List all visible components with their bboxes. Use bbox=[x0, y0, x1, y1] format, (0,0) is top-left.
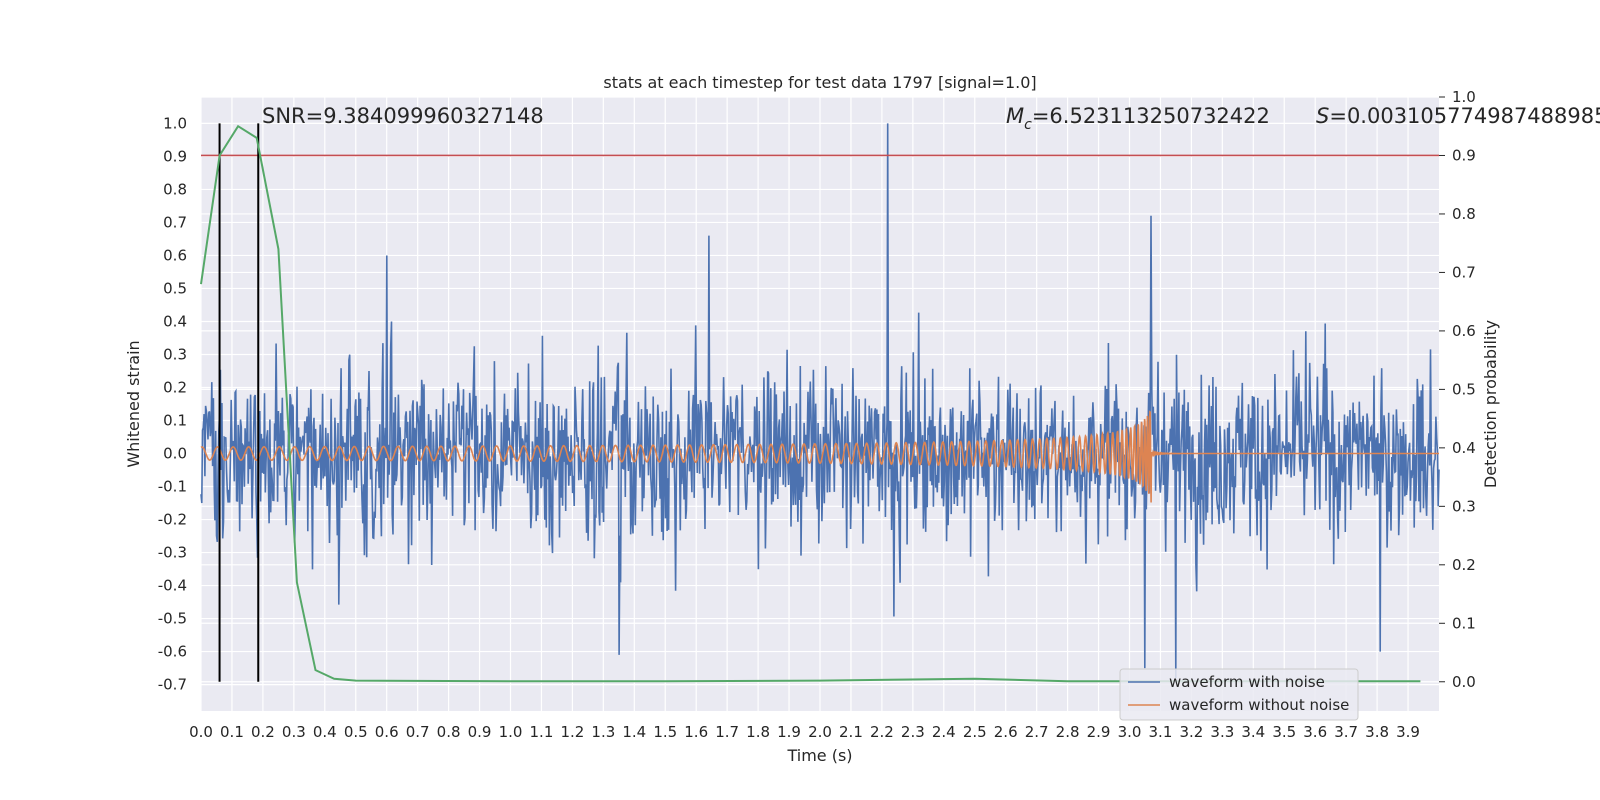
y-tick-label: 0.1 bbox=[163, 412, 187, 430]
y-tick-label: -0.7 bbox=[158, 676, 187, 694]
x-tick-label: 1.1 bbox=[530, 723, 554, 741]
chirp-mass-symbol: M bbox=[1006, 104, 1024, 128]
x-tick-label: 1.6 bbox=[684, 723, 708, 741]
x-tick-label: 1.5 bbox=[653, 723, 677, 741]
x-tick-label: 1.7 bbox=[715, 723, 739, 741]
x-tick-label: 0.7 bbox=[406, 723, 430, 741]
y-tick-label: 0.7 bbox=[163, 213, 187, 231]
x-tick-label: 2.9 bbox=[1087, 723, 1111, 741]
y-tick-label: 0.3 bbox=[163, 345, 187, 363]
y-tick-label: -0.1 bbox=[158, 478, 187, 496]
y-tick-label: -0.4 bbox=[158, 577, 187, 595]
s-annotation: S=0.003105774987488985 bbox=[1316, 104, 1600, 128]
overlays bbox=[200, 123, 1439, 683]
s-value: =0.003105774987488985 bbox=[1329, 104, 1600, 128]
y-tick-label-right: 1.0 bbox=[1452, 88, 1476, 106]
y-axis-label: Whitened strain bbox=[124, 340, 143, 467]
y-tick-label: -0.5 bbox=[158, 610, 187, 628]
y-tick-label-right: 0.7 bbox=[1452, 263, 1476, 281]
x-tick-label: 3.8 bbox=[1365, 723, 1389, 741]
y-tick-label-right: 0.0 bbox=[1452, 673, 1476, 691]
legend-box bbox=[1119, 668, 1359, 721]
y-tick-label: -0.2 bbox=[158, 511, 187, 529]
series-line-waveform-with-noise bbox=[200, 123, 1440, 679]
x-tick-label: 2.5 bbox=[963, 723, 987, 741]
x-tick-label: 2.3 bbox=[901, 723, 925, 741]
x-tick-label: 3.5 bbox=[1272, 723, 1296, 741]
chart-title: stats at each timestep for test data 179… bbox=[603, 73, 1036, 92]
x-tick-label: 3.1 bbox=[1149, 723, 1173, 741]
series-waveform-with-noise bbox=[200, 123, 1440, 679]
legend-label-clean: waveform without noise bbox=[1169, 696, 1349, 714]
snr-annotation: SNR=9.384099960327148 bbox=[262, 104, 544, 128]
x-tick-label: 0.5 bbox=[344, 723, 368, 741]
x-tick-label: 3.6 bbox=[1303, 723, 1327, 741]
x-tick-label: 1.4 bbox=[622, 723, 646, 741]
y-tick-label-right: 0.1 bbox=[1452, 614, 1476, 632]
ticks: 0.0 0.1 0.2 0.3 0.4 0.5 0.6 0.7 0.8 0.9 1.0 1.1 1.2 1… bbox=[158, 88, 1476, 741]
x-tick-label: 3.4 bbox=[1241, 723, 1265, 741]
x-tick-label: 0.9 bbox=[468, 723, 492, 741]
x-tick-label: 2.8 bbox=[1056, 723, 1080, 741]
x-tick-label: 0.1 bbox=[220, 723, 244, 741]
y-tick-label: 0.8 bbox=[163, 180, 187, 198]
y-tick-label-right: 0.3 bbox=[1452, 497, 1476, 515]
y-tick-label: 0.2 bbox=[163, 378, 187, 396]
x-tick-label: 0.6 bbox=[375, 723, 399, 741]
x-axis-label: Time (s) bbox=[786, 746, 852, 765]
y-tick-label: 0.5 bbox=[163, 279, 187, 297]
s-symbol: S bbox=[1316, 104, 1329, 128]
chirp-mass-value: =6.523113250732422 bbox=[1032, 104, 1270, 128]
x-tick-label: 3.3 bbox=[1210, 723, 1234, 741]
y-tick-label: 0.0 bbox=[163, 445, 187, 463]
series-line-detection-probability bbox=[200, 124, 1421, 683]
x-tick-label: 0.8 bbox=[437, 723, 461, 741]
y-axis-label-right: Detection probability bbox=[1481, 320, 1500, 488]
x-tick-label: 0.4 bbox=[313, 723, 337, 741]
y-tick-label-right: 0.8 bbox=[1452, 205, 1476, 223]
y-tick-label: -0.6 bbox=[158, 643, 187, 661]
y-tick-label: 0.4 bbox=[163, 312, 187, 330]
x-tick-label: 3.7 bbox=[1334, 723, 1358, 741]
y-tick-label-right: 0.2 bbox=[1452, 556, 1476, 574]
x-tick-label: 1.2 bbox=[560, 723, 584, 741]
x-tick-label: 2.6 bbox=[994, 723, 1018, 741]
y-tick-label-right: 0.9 bbox=[1452, 146, 1476, 164]
x-tick-label: 2.7 bbox=[1025, 723, 1049, 741]
x-tick-label: 2.1 bbox=[839, 723, 863, 741]
x-tick-label: 1.0 bbox=[499, 723, 523, 741]
x-tick-label: 0.2 bbox=[251, 723, 275, 741]
chirp-mass-subscript: c bbox=[1024, 117, 1032, 133]
x-tick-label: 3.0 bbox=[1118, 723, 1142, 741]
x-tick-label: 3.9 bbox=[1396, 723, 1420, 741]
y-tick-label: 0.6 bbox=[163, 246, 187, 264]
x-tick-label: 0.0 bbox=[189, 723, 213, 741]
x-tick-label: 2.4 bbox=[932, 723, 956, 741]
x-tick-label: 2.0 bbox=[808, 723, 832, 741]
x-tick-label: 2.2 bbox=[870, 723, 894, 741]
y-tick-label-right: 0.4 bbox=[1452, 439, 1476, 457]
x-tick-label: 1.3 bbox=[591, 723, 615, 741]
x-tick-label: 3.2 bbox=[1179, 723, 1203, 741]
y-tick-label: 0.9 bbox=[163, 147, 187, 165]
series-waveform-without-noise bbox=[200, 410, 1439, 503]
x-tick-label: 1.9 bbox=[777, 723, 801, 741]
x-tick-label: 1.8 bbox=[746, 723, 770, 741]
legend-label-noise: waveform with noise bbox=[1169, 673, 1325, 691]
chirp-mass-annotation: Mc=6.523113250732422 bbox=[1006, 104, 1270, 133]
y-tick-label-right: 0.6 bbox=[1452, 322, 1476, 340]
y-tick-label: -0.3 bbox=[158, 544, 187, 562]
y-tick-label-right: 0.5 bbox=[1452, 380, 1476, 398]
y-tick-label: 1.0 bbox=[163, 114, 187, 132]
series-line-waveform-without-noise bbox=[200, 410, 1439, 503]
x-tick-label: 0.3 bbox=[282, 723, 306, 741]
legend: waveform with noise waveform without noi… bbox=[1119, 668, 1359, 721]
